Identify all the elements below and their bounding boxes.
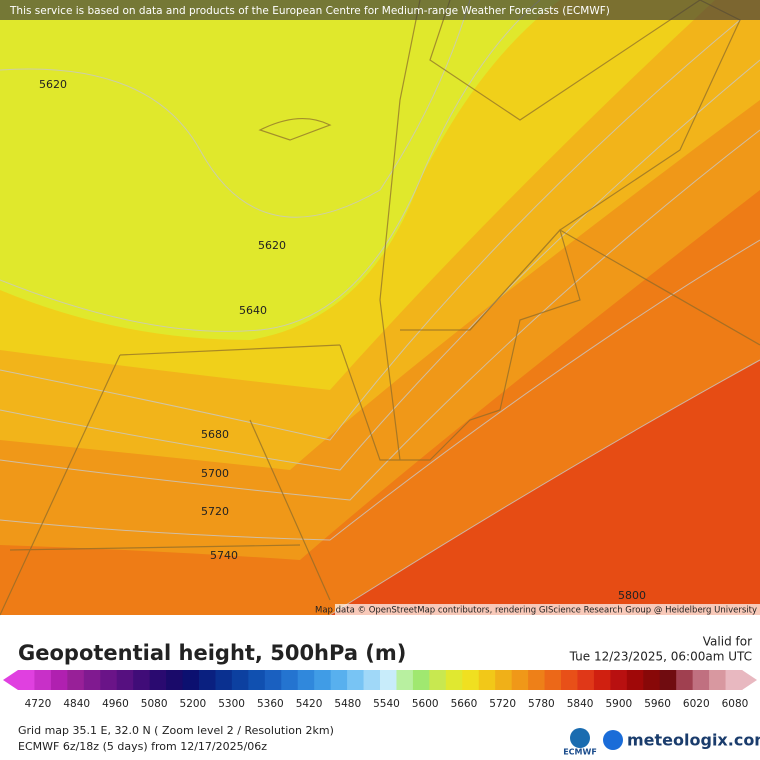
attribution: This service is based on data and produc…: [9, 5, 610, 17]
site-logo[interactable]: meteologix.com: [627, 731, 760, 750]
scale-cell: [248, 670, 266, 690]
scale-cell: [380, 670, 397, 690]
scale-cell: [561, 670, 578, 690]
scale-label: 6020: [683, 698, 710, 710]
scale-cell: [692, 670, 710, 690]
ecmwf-icon: [570, 728, 590, 748]
scale-cell: [67, 670, 85, 690]
scale-label: 6080: [722, 698, 749, 710]
scale-cell: [709, 670, 727, 690]
scale-label: 5540: [373, 698, 400, 710]
scale-cell: [297, 670, 315, 690]
scale-cell: [18, 670, 35, 690]
scale-arrow-right: [742, 670, 757, 690]
scale-label: 5840: [567, 698, 594, 710]
scale-cell: [314, 670, 332, 690]
scale-cell: [264, 670, 282, 690]
legend-title: Geopotential height, 500hPa (m): [18, 641, 406, 665]
scale-label: 5780: [528, 698, 555, 710]
valid-time: Tue 12/23/2025, 06:00am UTC: [569, 650, 752, 664]
scale-cell: [528, 670, 546, 690]
scale-cell: [149, 670, 167, 690]
valid-label: Valid for: [703, 635, 752, 649]
scale-cell: [133, 670, 151, 690]
scale-cell: [626, 670, 644, 690]
scale-cell: [659, 670, 677, 690]
scale-arrow-left: [3, 670, 18, 690]
scale-cell: [511, 670, 529, 690]
scale-cell: [116, 670, 134, 690]
scale-label: 5600: [412, 698, 439, 710]
scale-label: 5480: [334, 698, 361, 710]
map-credit: Map data © OpenStreetMap contributors, r…: [315, 606, 757, 616]
scale-cell: [610, 670, 628, 690]
scale-cell: [330, 670, 348, 690]
scale-cell: [412, 670, 430, 690]
scale-cell: [725, 670, 743, 690]
scale-cell: [478, 670, 496, 690]
contour-label: 5620: [258, 239, 286, 252]
scale-cell: [462, 670, 480, 690]
map: [0, 0, 760, 616]
scale-cell: [363, 670, 381, 690]
contour-label: 5640: [239, 304, 267, 317]
scale-cell: [199, 670, 216, 690]
contour-label: 5800: [618, 589, 646, 602]
scale-cell: [593, 670, 611, 690]
grid-info: Grid map 35.1 E, 32.0 N ( Zoom level 2 /…: [18, 724, 334, 737]
site-icon: [603, 730, 623, 750]
scale-cell: [34, 670, 52, 690]
scale-label: 5960: [644, 698, 671, 710]
scale-cell: [643, 670, 661, 690]
scale-label: 5200: [180, 698, 207, 710]
scale-label: 5360: [257, 698, 284, 710]
scale-label: 4720: [25, 698, 52, 710]
scale-label: 5080: [141, 698, 168, 710]
contour-label: 5720: [201, 505, 229, 518]
scale-label: 5900: [605, 698, 632, 710]
scale-cell: [100, 670, 118, 690]
scale-cell: [182, 670, 200, 690]
scale-cell: [166, 670, 184, 690]
scale-cell: [281, 670, 299, 690]
scale-cell: [83, 670, 101, 690]
scale-cell: [445, 670, 463, 690]
scale-cell: [429, 670, 447, 690]
scale-label: 5420: [296, 698, 323, 710]
scale-cell: [676, 670, 694, 690]
scale-label: 4840: [63, 698, 90, 710]
contour-label: 5740: [210, 549, 238, 562]
contour-label: 5680: [201, 428, 229, 441]
scale-label: 5300: [218, 698, 245, 710]
scale-cell: [396, 670, 414, 690]
scale-label: 5720: [489, 698, 516, 710]
scale-label: 4960: [102, 698, 129, 710]
scale-cell: [50, 670, 68, 690]
scale-cell: [347, 670, 365, 690]
ecmwf-logo: ECMWF: [563, 748, 597, 757]
scale-label: 5660: [451, 698, 478, 710]
run-info: ECMWF 6z/18z (5 days) from 12/17/2025/06…: [18, 740, 267, 753]
contour-label: 5620: [39, 78, 67, 91]
scale-cell: [544, 670, 562, 690]
scale-cell: [231, 670, 249, 690]
contour-label: 5700: [201, 467, 229, 480]
scale-cell: [215, 670, 233, 690]
scale-cell: [495, 670, 513, 690]
scale-cell: [577, 670, 595, 690]
